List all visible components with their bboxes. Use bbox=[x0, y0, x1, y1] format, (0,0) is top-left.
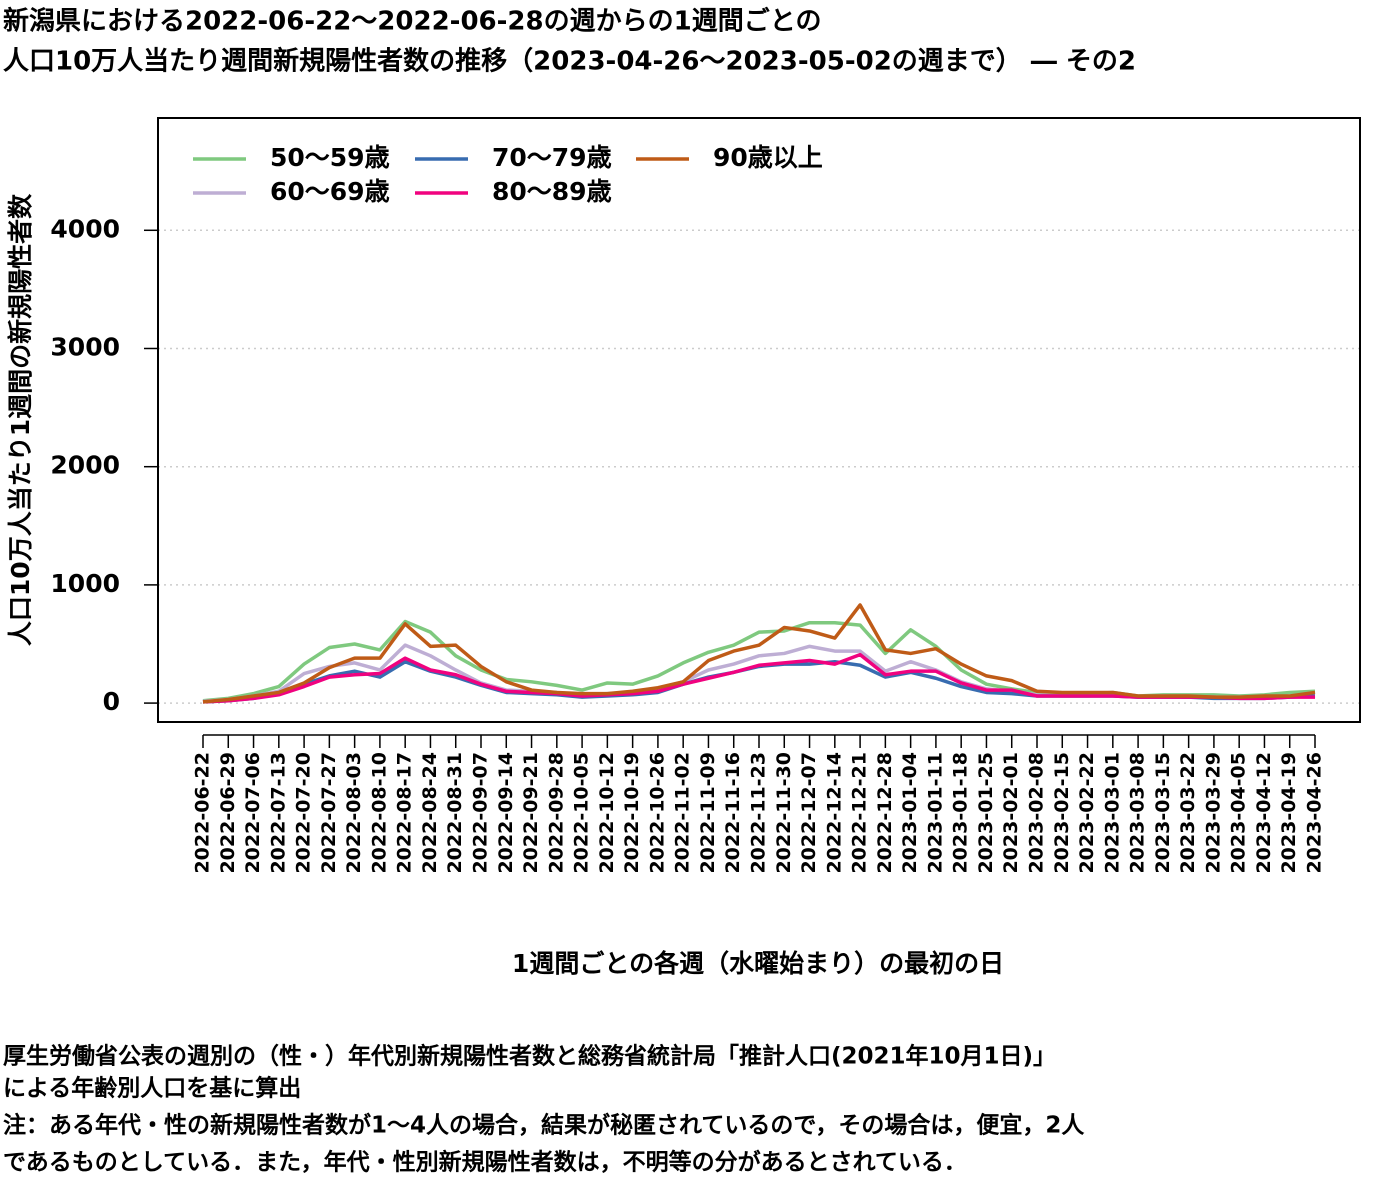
note: 注：ある年代・性の新規陽性者数が1～4人の場合，結果が秘匿されているので，その場… bbox=[3, 1112, 1085, 1139]
x-tick-label: 2022-12-07 bbox=[798, 752, 820, 874]
chart-title: 新潟県における2022-06-22～2022-06-28の週からの1週間ごとの bbox=[3, 6, 821, 37]
x-tick-label: 2023-01-25 bbox=[975, 752, 997, 874]
note: 厚生労働省公表の週別の（性・）年代別新規陽性者数と総務省統計局「推計人口(202… bbox=[3, 1043, 1056, 1070]
x-tick-label: 2023-03-15 bbox=[1152, 752, 1174, 874]
x-tick-label: 2022-08-31 bbox=[444, 752, 466, 874]
x-tick-label: 2023-02-01 bbox=[1000, 752, 1022, 874]
x-tick-label: 2022-12-21 bbox=[849, 752, 871, 874]
x-tick-label: 2023-01-11 bbox=[924, 752, 946, 874]
x-tick-label: 2023-03-08 bbox=[1127, 752, 1149, 874]
y-tick-label: 4000 bbox=[50, 214, 120, 243]
legend-label: 50～59歳 bbox=[270, 143, 390, 172]
note: であるものとしている．また，年代・性別新規陽性者数は，不明等の分があるとされてい… bbox=[3, 1149, 967, 1176]
x-tick-label: 2022-09-07 bbox=[470, 752, 492, 874]
x-tick-label: 2022-12-14 bbox=[823, 752, 845, 874]
series-line bbox=[202, 652, 1315, 704]
y-axis-label: 人口10万人当たり1週間の新規陽性者数 bbox=[6, 193, 35, 646]
x-tick-label: 2023-03-01 bbox=[1101, 752, 1123, 874]
series-line bbox=[202, 603, 1316, 704]
y-tick-label: 0 bbox=[103, 687, 120, 716]
x-tick-label: 2023-04-26 bbox=[1304, 752, 1326, 874]
series-line bbox=[202, 619, 1316, 703]
x-tick-label: 2023-02-08 bbox=[1026, 752, 1048, 874]
y-tick-label: 2000 bbox=[50, 451, 120, 480]
y-tick-label: 3000 bbox=[50, 332, 120, 361]
x-axis-label: 1週間ごとの各週（水曜始まり）の最初の日 bbox=[512, 949, 1004, 978]
x-tick-label: 2023-02-15 bbox=[1051, 752, 1073, 874]
x-tick-label: 2022-09-14 bbox=[495, 752, 517, 874]
x-tick-label: 2022-10-19 bbox=[621, 752, 643, 874]
x-tick-label: 2022-11-02 bbox=[672, 752, 694, 874]
x-tick-label: 2023-03-29 bbox=[1202, 752, 1224, 874]
x-tick-label: 2022-10-26 bbox=[646, 752, 668, 874]
x-tick-label: 2022-11-30 bbox=[773, 752, 795, 874]
x-tick-label: 2022-08-03 bbox=[343, 752, 365, 874]
x-tick-label: 2023-02-22 bbox=[1076, 752, 1098, 874]
x-tick-label: 2022-10-05 bbox=[571, 752, 593, 874]
y-tick-label: 1000 bbox=[50, 569, 120, 598]
x-tick-label: 2022-10-12 bbox=[596, 752, 618, 874]
legend-label: 70～79歳 bbox=[492, 143, 612, 172]
x-tick-label: 2023-01-18 bbox=[950, 752, 972, 874]
note: による年齢別人口を基に算出 bbox=[3, 1075, 301, 1102]
legend-label: 80～89歳 bbox=[492, 177, 612, 206]
x-tick-label: 2022-08-24 bbox=[419, 752, 441, 874]
legend-label: 90歳以上 bbox=[713, 143, 823, 172]
x-tick-label: 2022-11-23 bbox=[748, 752, 770, 874]
x-tick-label: 2022-11-16 bbox=[722, 752, 744, 874]
x-tick-label: 2022-11-09 bbox=[697, 752, 719, 874]
x-tick-label: 2022-06-22 bbox=[192, 752, 214, 874]
x-tick-label: 2023-04-05 bbox=[1228, 752, 1250, 874]
x-tick-label: 2022-06-29 bbox=[217, 752, 239, 874]
x-tick-label: 2023-01-04 bbox=[899, 752, 921, 874]
x-tick-label: 2023-03-22 bbox=[1177, 752, 1199, 874]
x-tick-label: 2022-07-20 bbox=[293, 752, 315, 874]
x-tick-label: 2022-09-28 bbox=[545, 752, 567, 874]
x-tick-label: 2022-08-10 bbox=[368, 752, 390, 874]
x-tick-label: 2022-07-06 bbox=[242, 752, 264, 874]
x-tick-label: 2022-08-17 bbox=[394, 752, 416, 874]
x-tick-label: 2023-04-19 bbox=[1278, 752, 1300, 874]
x-tick-label: 2022-07-13 bbox=[267, 752, 289, 874]
chart-title: 人口10万人当たり週間新規陽性者数の推移（2023-04-26～2023-05-… bbox=[3, 46, 1136, 77]
x-tick-label: 2022-07-27 bbox=[318, 752, 340, 874]
x-tick-label: 2022-12-28 bbox=[874, 752, 896, 874]
x-tick-label: 2022-09-21 bbox=[520, 752, 542, 874]
x-tick-label: 2023-04-12 bbox=[1253, 752, 1275, 874]
legend-label: 60～69歳 bbox=[270, 177, 390, 206]
plot-frame bbox=[157, 117, 1361, 723]
